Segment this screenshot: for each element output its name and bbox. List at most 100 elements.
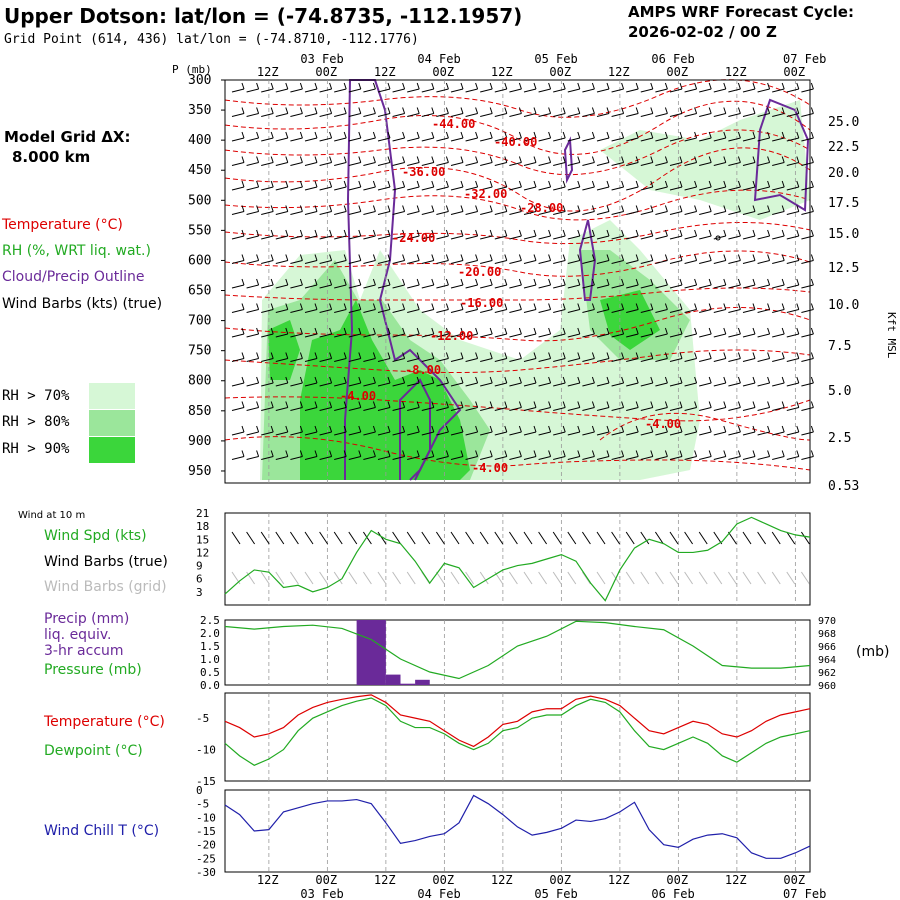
wind-barb-feather bbox=[358, 303, 362, 310]
wind-barb bbox=[392, 180, 406, 191]
wind-barb bbox=[348, 352, 362, 362]
wind-barb-shaft bbox=[231, 407, 245, 411]
wind-barb bbox=[261, 450, 274, 460]
wind-barb-feather bbox=[796, 205, 800, 212]
wind-barb-shaft bbox=[757, 333, 770, 338]
wind-barb bbox=[231, 303, 245, 313]
wind-barb-feather bbox=[270, 401, 274, 408]
wind-barb-shaft bbox=[334, 162, 347, 166]
wind-barb-shaft bbox=[407, 333, 420, 338]
wind-barb-feather bbox=[270, 327, 274, 335]
wind-barb bbox=[334, 82, 347, 93]
windchill-line bbox=[224, 794, 811, 859]
wind-barb-feather bbox=[402, 180, 406, 188]
kft-tick-label: 10.0 bbox=[828, 298, 859, 313]
wind-barb-feather bbox=[431, 82, 435, 90]
wind-barb-shaft bbox=[275, 431, 288, 436]
wind-barb-feather bbox=[796, 450, 800, 457]
wind-barb-feather bbox=[752, 303, 756, 310]
precip-bar bbox=[385, 674, 401, 685]
wind-barb-shaft bbox=[567, 309, 580, 313]
wind-barb bbox=[728, 229, 741, 240]
wind-barb-shaft bbox=[275, 162, 288, 166]
wind-barb bbox=[684, 327, 698, 338]
wind-barb-feather bbox=[796, 254, 800, 261]
wind-barb-feather bbox=[372, 450, 376, 457]
wind-barb-shaft bbox=[626, 358, 639, 362]
wind-barb bbox=[246, 425, 260, 436]
windchill-tick-label: -15 bbox=[196, 825, 216, 838]
wind-barb bbox=[786, 131, 800, 142]
kft-tick-label: 25.0 bbox=[828, 115, 859, 130]
wind-barb-feather bbox=[723, 229, 727, 237]
wind-barb bbox=[582, 82, 595, 93]
wind-barb-shaft bbox=[392, 309, 405, 313]
wind-barb-shaft bbox=[436, 113, 449, 117]
temp-contour bbox=[224, 349, 811, 373]
wind-barb bbox=[246, 180, 260, 191]
wind-barb-feather bbox=[664, 401, 668, 408]
wind-barb-feather bbox=[781, 205, 785, 212]
wind-barb-shaft bbox=[640, 431, 653, 436]
wind-barb-shaft bbox=[480, 186, 493, 191]
wind-barb-feather bbox=[504, 180, 508, 188]
wind-barb bbox=[742, 156, 756, 166]
wind-barb-feather bbox=[767, 180, 771, 188]
windchill-tick-label: -10 bbox=[196, 811, 216, 824]
wind-barb-shaft bbox=[713, 113, 726, 117]
wind-barb-feather bbox=[562, 82, 566, 90]
wind-barb-feather bbox=[679, 107, 683, 114]
wind-barb-shaft bbox=[290, 407, 303, 411]
wind-barb-shaft bbox=[684, 211, 697, 215]
wind-barb-feather bbox=[445, 156, 449, 163]
wind-barb-shaft bbox=[246, 431, 259, 436]
wind10m-barb-grid bbox=[246, 571, 256, 585]
wind-barb-shaft bbox=[626, 309, 639, 313]
wind-barb-feather bbox=[402, 205, 406, 212]
wind-barb-feather bbox=[372, 254, 376, 261]
wind-barb bbox=[582, 156, 595, 166]
wind-barb-shaft bbox=[772, 137, 785, 142]
wind-barb-shaft bbox=[231, 113, 245, 117]
wind-barb-feather bbox=[606, 401, 610, 408]
wind-barb bbox=[407, 82, 420, 93]
wind-barb bbox=[582, 352, 595, 362]
pressure-tick-label: 800 bbox=[188, 374, 211, 389]
wind-barb-feather bbox=[445, 401, 449, 408]
pressure-tick-label: 450 bbox=[188, 163, 211, 178]
wind-barb bbox=[699, 229, 712, 240]
wind-barb bbox=[684, 131, 698, 142]
wind-barb-feather bbox=[796, 401, 800, 408]
wind10m-barb-grid bbox=[435, 571, 445, 585]
wind-barb bbox=[757, 327, 771, 338]
wind-barb bbox=[421, 278, 435, 289]
wind-barb-feather bbox=[752, 376, 756, 384]
wind-barb-shaft bbox=[742, 382, 756, 387]
wind-barb bbox=[465, 450, 479, 460]
wind-barb-shaft bbox=[319, 431, 332, 436]
wind-barb-shaft bbox=[553, 88, 566, 93]
wind-barb bbox=[231, 278, 245, 289]
wind-barb-feather bbox=[299, 401, 303, 408]
wind-barb-feather bbox=[416, 278, 420, 286]
wind-barb-shaft bbox=[538, 211, 551, 215]
wind-barb bbox=[275, 278, 289, 289]
wind-barb-feather bbox=[752, 131, 756, 139]
wind-barb bbox=[392, 254, 406, 264]
wind-barb bbox=[655, 303, 668, 313]
wind-barb-shaft bbox=[596, 137, 610, 142]
wind-barb-feather bbox=[285, 156, 289, 163]
wind-barb bbox=[596, 278, 610, 289]
station-title: Upper Dotson: lat/lon = (-74.8735, -112.… bbox=[4, 4, 523, 28]
wind-barb-feather bbox=[533, 180, 537, 188]
wind-barb bbox=[465, 131, 479, 142]
wind-barb-feather bbox=[285, 327, 289, 335]
wind-barb-shaft bbox=[523, 186, 537, 191]
wind-barb-feather bbox=[445, 229, 449, 237]
wind-barb bbox=[421, 82, 435, 93]
wind-barb-shaft bbox=[348, 284, 361, 289]
wind-barb bbox=[757, 254, 771, 264]
wind-barb-shaft bbox=[523, 358, 537, 362]
wind-barb bbox=[304, 131, 318, 142]
wind-barb-feather bbox=[650, 352, 654, 359]
